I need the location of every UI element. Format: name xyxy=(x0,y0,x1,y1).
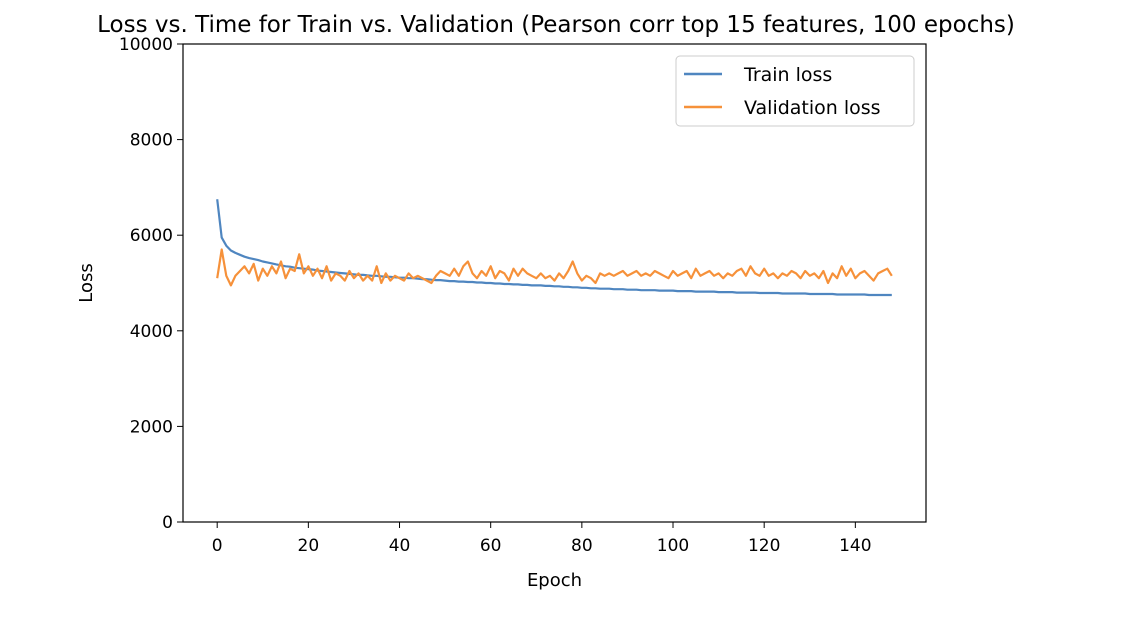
x-tick-label: 80 xyxy=(571,536,593,556)
series-line-validation-loss xyxy=(216,248,893,287)
x-axis-ticks: 0 20 40 60 80 100 120 140 xyxy=(212,522,872,556)
x-axis-label: Epoch xyxy=(527,570,582,591)
y-tick-label: 6000 xyxy=(130,226,173,246)
y-axis-ticks: 0 2000 4000 6000 8000 10000 xyxy=(119,35,183,533)
chart-title: Loss vs. Time for Train vs. Validation (… xyxy=(97,12,1015,38)
x-tick-label: 60 xyxy=(480,536,502,556)
y-tick-label: 0 xyxy=(162,513,173,533)
y-tick-label: 4000 xyxy=(130,322,173,342)
legend-label-train-loss: Train loss xyxy=(743,64,832,86)
legend: Train loss Validation loss xyxy=(675,55,915,127)
x-tick-label: 100 xyxy=(657,536,689,556)
x-tick-label: 0 xyxy=(212,536,223,556)
legend-label-validation-loss: Validation loss xyxy=(744,97,881,119)
axes-frame xyxy=(182,43,927,523)
y-axis-label: Loss xyxy=(76,263,97,302)
legend-box xyxy=(675,55,915,127)
series-line-train-loss xyxy=(216,199,892,297)
x-tick-label: 40 xyxy=(389,536,411,556)
y-tick-label: 2000 xyxy=(130,417,173,437)
y-tick-label: 10000 xyxy=(119,35,173,55)
x-tick-label: 20 xyxy=(298,536,320,556)
series-layer xyxy=(216,199,893,297)
x-tick-label: 120 xyxy=(748,536,780,556)
y-tick-label: 8000 xyxy=(130,131,173,151)
x-tick-label: 140 xyxy=(839,536,871,556)
